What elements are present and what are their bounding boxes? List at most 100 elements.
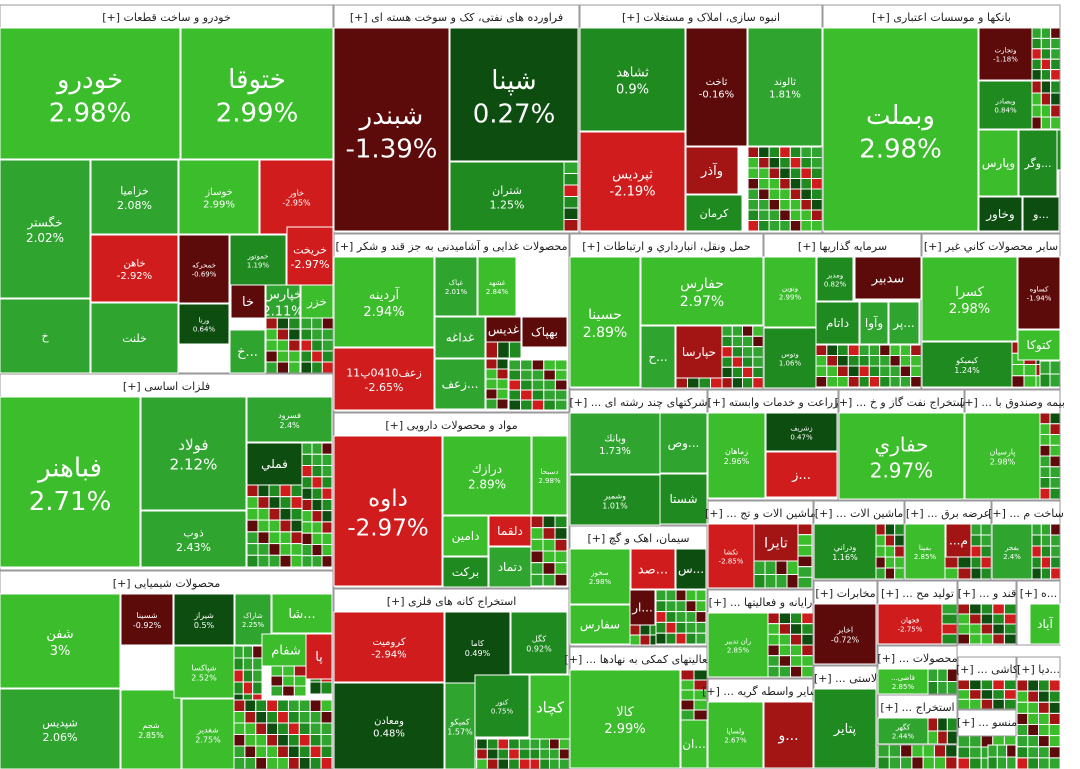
stock-tile[interactable]: خاهن -2.92% xyxy=(90,234,179,303)
sector-header[interactable] xyxy=(335,590,568,611)
sector-23[interactable]: مخابرات [+] اخابر -0.72% xyxy=(813,580,878,666)
sector-header[interactable] xyxy=(1,375,332,396)
sector-9[interactable]: سایر محصولات کاني غیر [+] کسرا 2.98% کساوه-… xyxy=(921,233,1061,390)
stock-tile[interactable]: شسینا-0.92% xyxy=(120,593,174,646)
stock-tile[interactable]: کمیکو 1.57% xyxy=(444,682,476,769)
sector-header[interactable] xyxy=(571,527,706,548)
stock-tile[interactable]: داوه -2.97% xyxy=(333,435,443,587)
sector-header[interactable] xyxy=(923,235,1059,256)
stock-tile[interactable]: دتماد xyxy=(488,546,532,588)
sector-17[interactable]: فعالیتهای کمکی به نهادها ... [+] کالا 2.99… xyxy=(564,646,713,769)
stock-tile[interactable]: شپاکسا 2.52% xyxy=(173,645,235,699)
stock-tile[interactable]: خ xyxy=(0,298,91,374)
stock-tile[interactable]: آیاد xyxy=(1029,603,1061,645)
stock-tile[interactable]: شغدیر 2.75% xyxy=(181,698,235,769)
stock-tile[interactable]: وتجارت-1.18% xyxy=(978,27,1033,81)
stock-tile[interactable]: وآذر xyxy=(685,146,739,195)
stock-tile[interactable]: شفام xyxy=(261,633,311,667)
stock-tile[interactable]: وبانك 1.73% xyxy=(569,412,661,475)
stock-tile[interactable]: خلنت xyxy=(90,302,179,374)
stock-tile[interactable]: خریخت-2.97% xyxy=(286,226,334,286)
stock-tile[interactable]: کتوکا xyxy=(1017,329,1061,361)
sector-header[interactable] xyxy=(1018,582,1059,603)
stock-tile[interactable]: شفن 3% xyxy=(0,593,121,689)
stock-tile[interactable]: زعف0410پ11-2.65% xyxy=(333,347,435,411)
sector-header[interactable] xyxy=(709,502,812,523)
stock-tile[interactable]: و... xyxy=(763,701,814,769)
stock-tile[interactable]: شبندر-1.39% xyxy=(333,27,450,232)
stock-tile[interactable]: پا xyxy=(305,633,333,680)
stock-tile[interactable]: خا xyxy=(230,284,266,319)
sector-header[interactable] xyxy=(815,667,876,688)
stock-tile[interactable]: حفارس 2.97% xyxy=(640,256,764,326)
stock-tile[interactable]: غداغه xyxy=(434,316,486,359)
stock-tile[interactable]: ...م xyxy=(945,523,972,558)
stock-tile[interactable]: وص... xyxy=(659,412,708,474)
sector-29[interactable]: لاستی ... [+] پتایر xyxy=(813,665,878,769)
sector-header[interactable] xyxy=(335,414,568,435)
stock-tile[interactable]: خاور -2.95% xyxy=(259,159,334,235)
stock-tile[interactable]: ان... xyxy=(680,719,708,769)
stock-tile[interactable]: صد... xyxy=(630,548,676,590)
stock-tile[interactable]: برکت xyxy=(442,556,489,588)
stock-tile[interactable]: اخابر -0.72% xyxy=(813,603,877,665)
stock-tile[interactable]: دامین xyxy=(442,515,489,557)
sector-10[interactable]: مواد و محصولات دارویی [+] داوه -2.97% درازك… xyxy=(333,412,570,589)
sector-5[interactable]: محصولات شیمیایی [+]شفن3%شسینا-0.92%شیراز… xyxy=(0,570,334,769)
stock-tile[interactable]: س... xyxy=(675,548,707,590)
sector-header[interactable] xyxy=(335,235,568,256)
sector-header[interactable] xyxy=(840,391,963,412)
sector-header[interactable] xyxy=(571,648,706,669)
stock-tile[interactable]: خوساز 2.99% xyxy=(178,159,260,235)
stock-tile[interactable]: فجهان-2.75% xyxy=(877,603,943,645)
sector-6[interactable]: محصولات غذایی و آشامیدنی به جز قند و شکر… xyxy=(333,233,570,413)
stock-tile[interactable]: کالا 2.99% xyxy=(569,669,681,769)
stock-tile[interactable]: حسینا 2.89% xyxy=(569,256,641,388)
sector-15[interactable]: استخراج کانه های فلزی [+] کرومیت -2.94% کام… xyxy=(333,588,571,769)
stock-tile[interactable]: و... xyxy=(1022,196,1060,232)
stock-tile[interactable]: وشمیر 1.01% xyxy=(569,474,661,526)
stock-tile[interactable]: خزر xyxy=(300,284,334,319)
sector-header[interactable] xyxy=(765,235,920,256)
sector-header[interactable] xyxy=(879,582,956,603)
stock-tile[interactable]: سدبير xyxy=(854,256,922,300)
sector-3[interactable]: بانکها و موسسات اعتباری [+]وبملت2.98%وتج… xyxy=(822,4,1062,234)
sector-header[interactable] xyxy=(335,6,578,27)
sector-header[interactable] xyxy=(906,502,990,523)
sector-header[interactable] xyxy=(815,582,876,603)
sector-0[interactable]: خودرو و ساخت قطعات [+]خودرو2.98%ختوقا2.9… xyxy=(0,4,334,374)
sector-33[interactable]: منسو ... [+] xyxy=(957,709,1017,737)
sector-header[interactable] xyxy=(959,658,1015,679)
stock-tile[interactable]: ومعادن 0.48% xyxy=(333,682,445,769)
stock-tile[interactable]: کساوه-1.94% xyxy=(1017,256,1061,330)
sector-11[interactable]: شرکتهای چند رشته ای ... [+] وبانك 1.73% وص.… xyxy=(569,389,708,526)
sector-header[interactable] xyxy=(709,391,837,412)
sector-31[interactable]: کاشی ... [+] xyxy=(956,656,1019,710)
stock-tile[interactable]: ز... xyxy=(765,451,838,498)
stock-tile[interactable]: کچاد xyxy=(529,674,571,740)
sector-32[interactable]: ...دیا [+] xyxy=(1016,656,1061,679)
sector-4[interactable]: فلزات اساسی [+] فباهنر 2.71% فولاد 2.12% فسرو… xyxy=(0,373,334,571)
